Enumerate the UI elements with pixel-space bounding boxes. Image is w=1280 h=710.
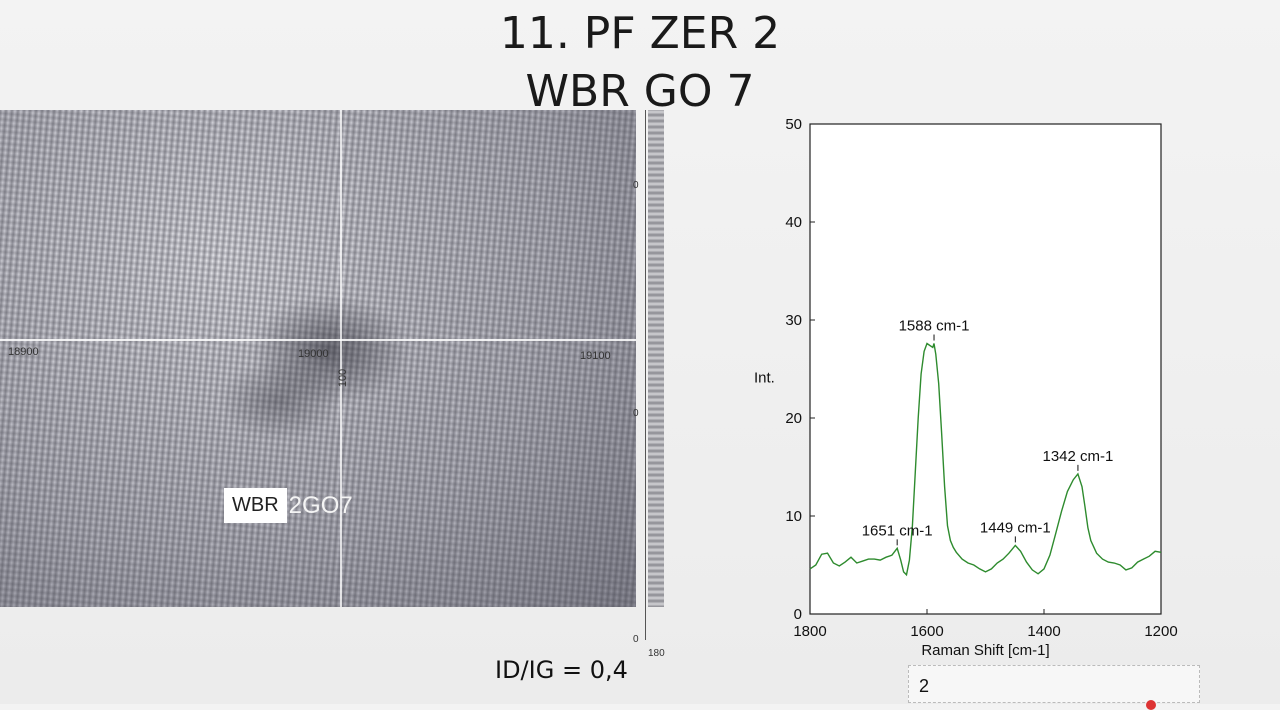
peak-label: 1449 cm-1 [980, 519, 1051, 536]
plot-frame [809, 123, 1162, 615]
peak-label: 1588 cm-1 [899, 318, 970, 335]
sample-label-rest: 2GO7 [288, 491, 353, 519]
microscope-image: 18900 19000 19100 100 WBR 2GO7 [0, 110, 636, 607]
strip-tick: 0 [633, 408, 639, 419]
x-tick-label: 1200 [1144, 623, 1177, 640]
x-tick-18900: 18900 [8, 346, 39, 358]
raman-chart: 0 10 20 30 40 50 1800 1600 1400 1200 Raman Shift [… [740, 104, 1200, 674]
slide-title-line1: 11. PF ZER 2 [499, 8, 781, 59]
y-tick-label: 30 [785, 312, 802, 329]
page-number-box[interactable]: 2 [908, 665, 1200, 703]
raman-chart-svg: 0 10 20 30 40 50 1800 1600 1400 1200 Raman Shift [… [754, 116, 1178, 659]
x-tick-19100: 19100 [580, 350, 611, 362]
strip-tick: 0 [633, 634, 639, 645]
id-ig-ratio: ID/IG = 0,4 [495, 656, 628, 684]
x-tick-19000: 19000 [298, 348, 329, 360]
strip-axis [645, 110, 646, 640]
side-image-strip [648, 110, 664, 607]
slide-title-line2: WBR GO 7 [525, 66, 755, 117]
spectrum-line [809, 342, 1162, 577]
sample-label-boxed: WBR [224, 488, 287, 523]
crosshair-vertical [340, 110, 342, 607]
peak-label: 1651 cm-1 [862, 522, 933, 539]
x-axis-label: Raman Shift [cm-1] [921, 642, 1049, 659]
crosshair-horizontal [0, 339, 636, 341]
y-tick-label: 40 [785, 214, 802, 231]
y-tick-label: 50 [785, 116, 802, 133]
y-tick-label: 20 [785, 410, 802, 427]
y-tick-100: 100 [337, 368, 350, 388]
strip-tick: 0 [633, 180, 639, 191]
peak-label: 1342 cm-1 [1042, 448, 1113, 465]
y-tick-label: 0 [794, 606, 802, 623]
x-tick-label: 1800 [793, 623, 826, 640]
y-axis-label: Int. [754, 370, 775, 387]
x-tick-label: 1400 [1027, 623, 1060, 640]
strip-tick: 180 [648, 648, 665, 659]
y-tick-label: 10 [785, 508, 802, 525]
sample-label: WBR 2GO7 [224, 488, 353, 523]
pointer-dot [1146, 700, 1156, 710]
x-tick-label: 1600 [910, 623, 943, 640]
